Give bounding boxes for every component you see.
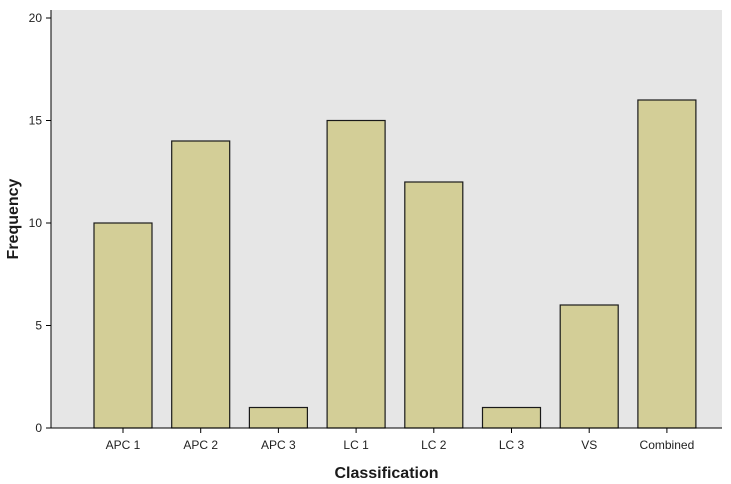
x-tick-label: APC 1 bbox=[106, 438, 141, 452]
x-tick-label: LC 3 bbox=[499, 438, 525, 452]
bar bbox=[93, 222, 153, 429]
x-tick-label: Combined bbox=[640, 438, 695, 452]
y-tick-label: 20 bbox=[29, 11, 43, 25]
y-tick-label: 0 bbox=[35, 421, 42, 435]
x-tick-label: LC 2 bbox=[421, 438, 447, 452]
bar bbox=[326, 119, 386, 429]
y-tick-label: 5 bbox=[35, 319, 42, 333]
x-tick-label: LC 1 bbox=[343, 438, 369, 452]
x-tick-label: APC 3 bbox=[261, 438, 296, 452]
bar bbox=[481, 406, 542, 429]
x-axis-title: Classification bbox=[334, 465, 438, 482]
y-tick-label: 15 bbox=[29, 114, 43, 128]
x-tick-label: VS bbox=[581, 438, 597, 452]
bar bbox=[637, 99, 697, 429]
y-axis-ticks: 0 5 10 15 20 bbox=[29, 11, 51, 435]
bars bbox=[93, 99, 697, 429]
y-tick-label: 10 bbox=[29, 216, 43, 230]
y-axis-title: Frequency bbox=[5, 178, 22, 259]
bar bbox=[171, 140, 231, 429]
x-axis-ticks: APC 1 APC 2 APC 3 LC 1 LC 2 LC 3 VS Combined bbox=[106, 428, 695, 452]
x-tick-label: APC 2 bbox=[183, 438, 218, 452]
bar bbox=[404, 181, 464, 429]
bar bbox=[248, 406, 308, 429]
bar bbox=[559, 304, 619, 429]
